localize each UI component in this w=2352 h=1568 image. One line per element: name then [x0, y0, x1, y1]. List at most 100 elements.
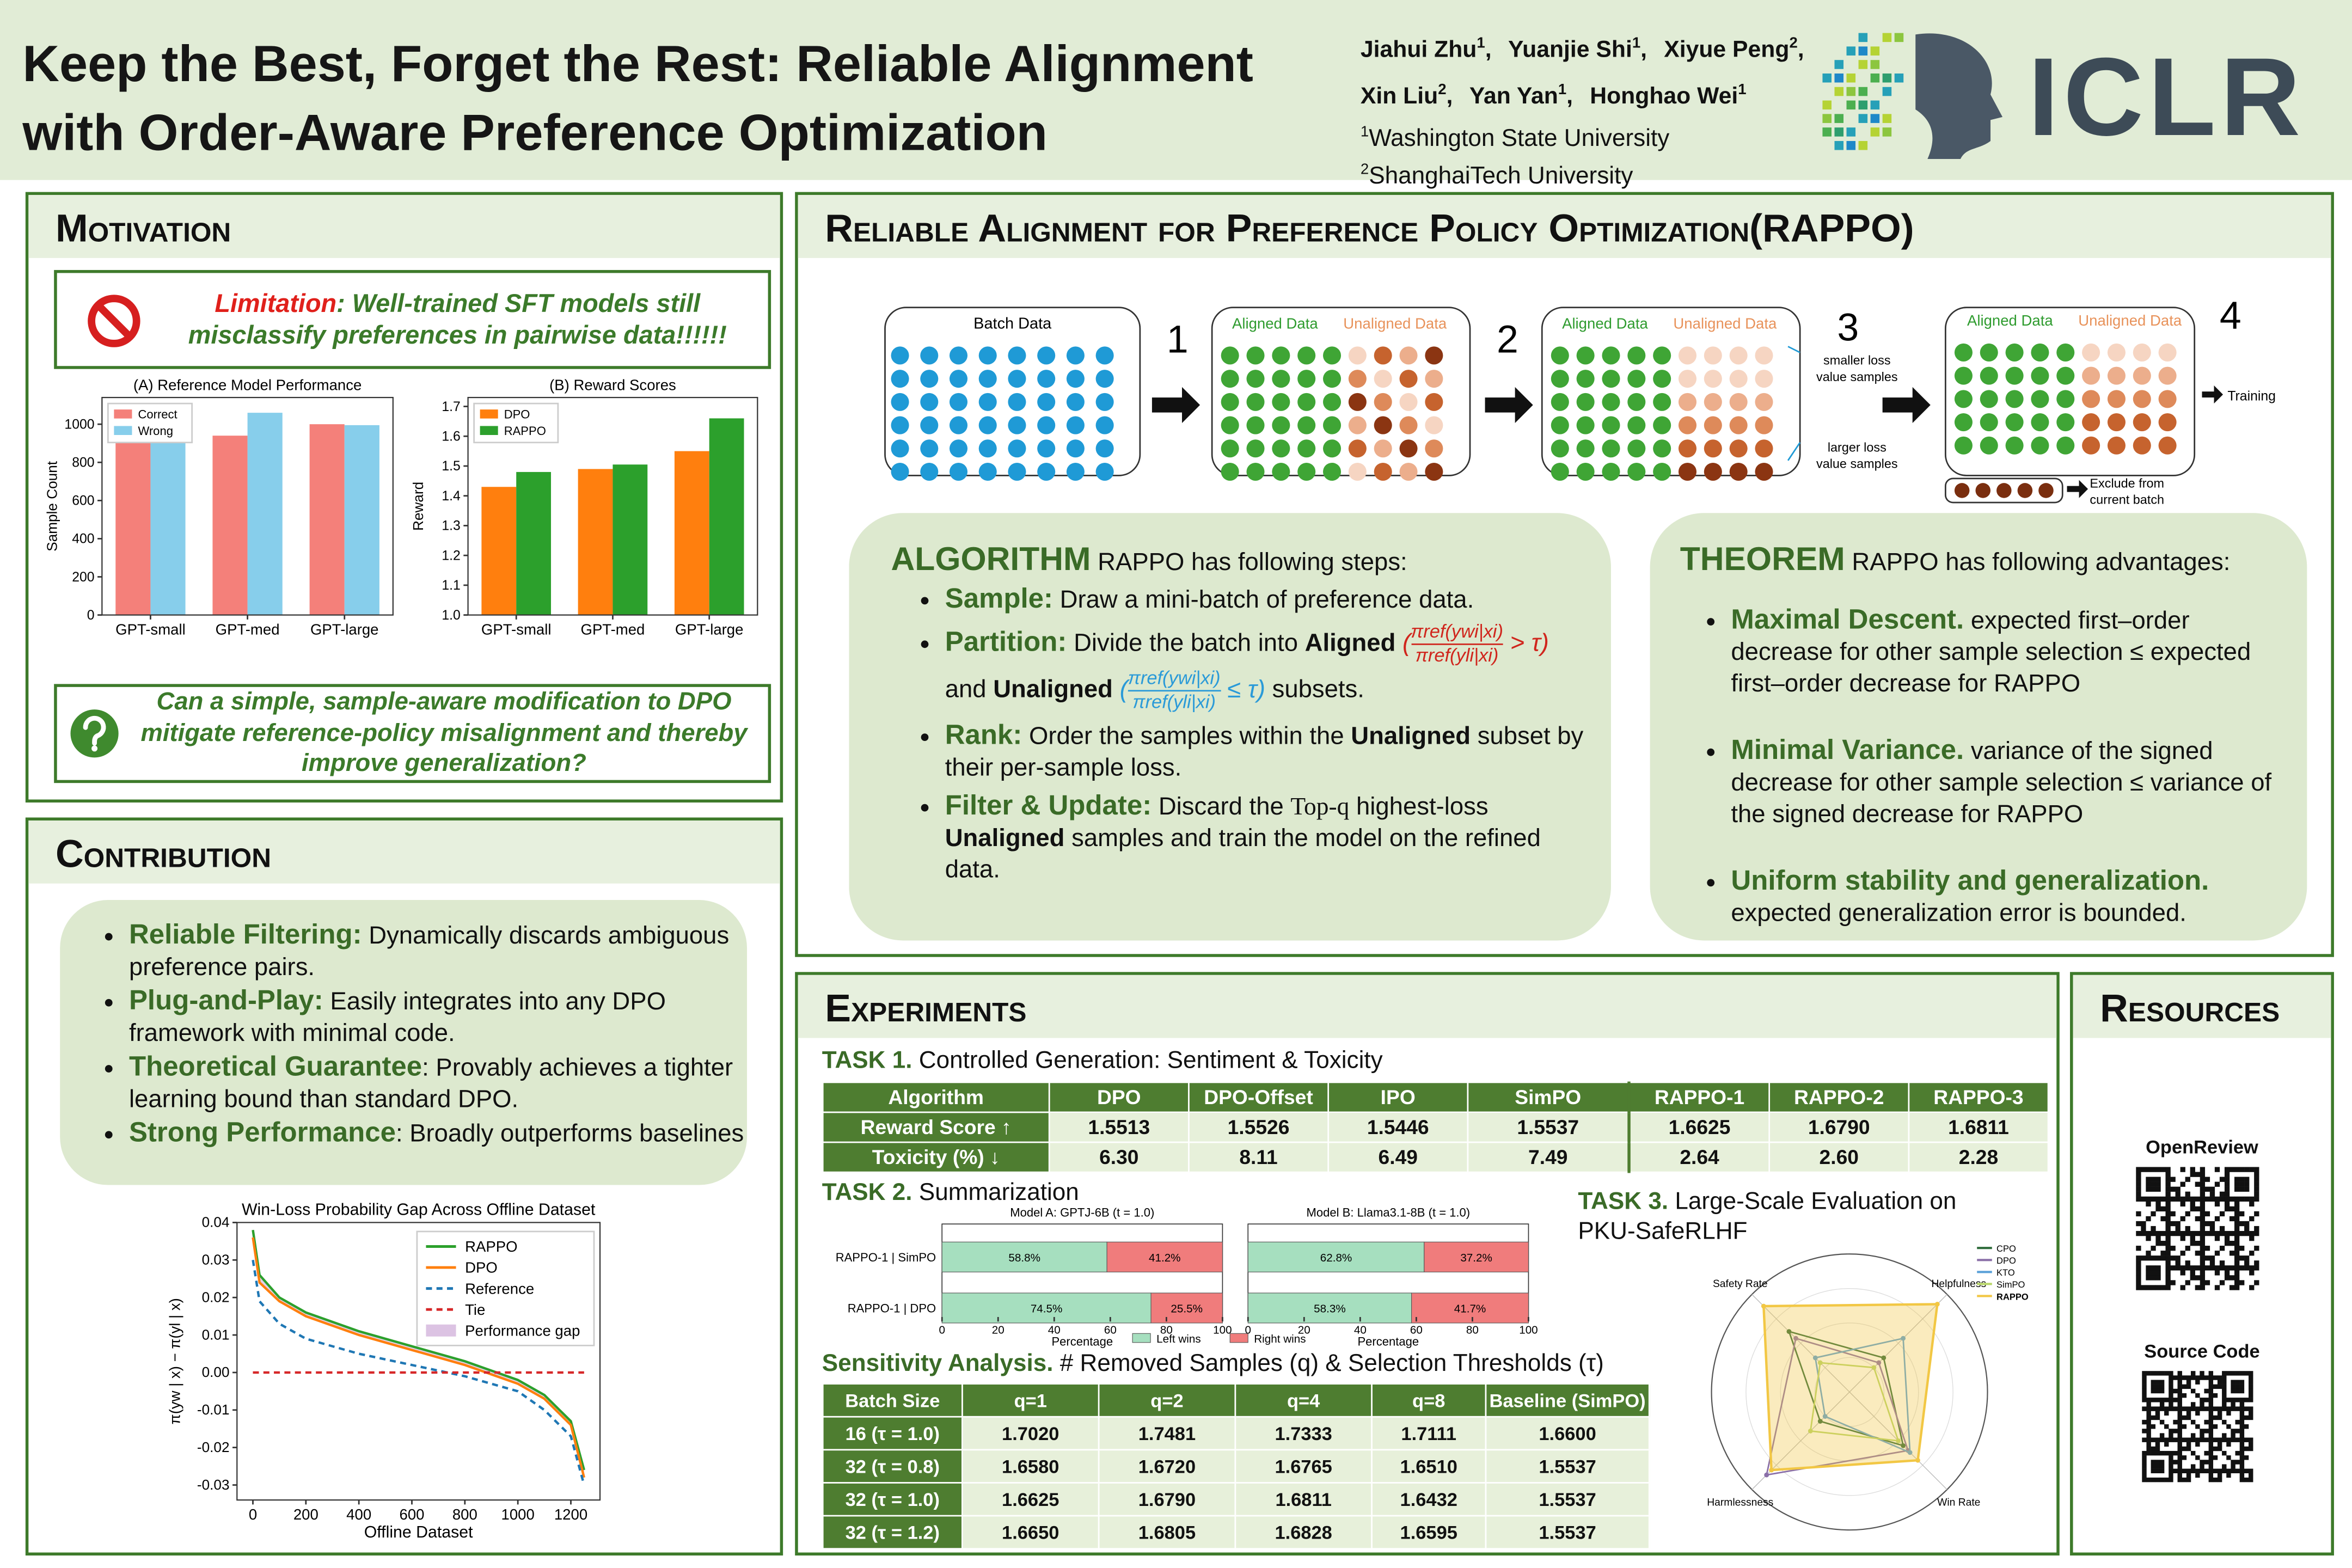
qr-module: [2222, 1371, 2227, 1376]
qr-module: [2190, 1201, 2195, 1207]
qr-module: [2146, 1255, 2151, 1261]
qr-module: [2136, 1270, 2141, 1276]
qr-module: [2141, 1221, 2146, 1227]
qr-module: [2182, 1468, 2187, 1474]
qr-module: [2231, 1402, 2235, 1407]
qr-module: [2231, 1388, 2235, 1394]
sample-dot: [1704, 393, 1722, 411]
table-row: Reward Score ↑ 1.5513 1.5526 1.5446 1.5537 1.…: [822, 1111, 2049, 1143]
no-entry-icon: [88, 295, 140, 347]
qr-module: [2208, 1384, 2214, 1389]
sample-dot: [978, 393, 997, 411]
sample-dot: [1729, 370, 1748, 388]
qr-module: [2204, 1450, 2209, 1456]
logo-pixel: [1846, 127, 1856, 137]
radar-point: [1786, 1329, 1792, 1334]
qr-module: [2204, 1388, 2209, 1394]
qr-module: [2204, 1221, 2210, 1227]
qr-module: [2155, 1265, 2161, 1271]
qr-module: [2169, 1429, 2173, 1434]
qr-module: [2195, 1473, 2200, 1478]
fraction: πref(ywi|xi) πref(yli|xi): [1411, 621, 1503, 667]
radar-point: [1915, 1457, 1920, 1463]
table-cell: 1.5537: [1485, 1482, 1650, 1517]
radar-axis: [1849, 1294, 1947, 1393]
qr-module: [2190, 1270, 2195, 1276]
qr-module: [2146, 1424, 2151, 1429]
qr-module: [2234, 1285, 2240, 1290]
qr-module: [2155, 1380, 2160, 1385]
sample-dot: [1037, 393, 1056, 411]
table-cell: 8.11: [1188, 1141, 1330, 1173]
author-affiliation: 1: [1477, 36, 1485, 53]
qr-module: [2204, 1265, 2210, 1271]
qr-module: [2160, 1167, 2166, 1172]
logo-pixel: [1846, 46, 1856, 56]
qr-module: [2226, 1398, 2231, 1402]
qr-module: [2222, 1402, 2227, 1407]
logo-pixel: [1858, 100, 1868, 110]
heading-word: ALGORITHM: [891, 540, 1091, 578]
qr-module: [2160, 1285, 2166, 1290]
sample-dot: [1627, 393, 1646, 411]
sample-dot: [1425, 439, 1443, 458]
qr-module: [2177, 1388, 2182, 1394]
sample-dot: [1272, 416, 1290, 434]
sample-dot: [1399, 370, 1418, 388]
y-tick-label: 0: [87, 608, 95, 623]
qr-module: [2234, 1177, 2240, 1182]
qr-module: [2190, 1371, 2196, 1376]
affiliations: 1Washington State University 2ShanghaiTec…: [1361, 117, 1669, 193]
category-label: RAPPO-1 | SimPO: [836, 1251, 936, 1264]
sample-dot: [1221, 439, 1239, 458]
qr-module: [2146, 1265, 2151, 1271]
qr-module: [2169, 1371, 2173, 1376]
qr-module: [2195, 1442, 2200, 1447]
removed-dot: [1996, 483, 2012, 498]
qr-module: [2142, 1419, 2147, 1425]
qr-module: [2239, 1280, 2245, 1285]
qr-module: [2155, 1186, 2161, 1192]
qr-module: [2177, 1419, 2182, 1425]
qr-module: [2155, 1275, 2161, 1281]
header-cell: q=1: [961, 1383, 1100, 1418]
qr-module: [2186, 1446, 2191, 1451]
qr-module: [2217, 1477, 2222, 1483]
logo-pixel: [1870, 114, 1880, 123]
value-label: 58.8%: [1008, 1252, 1040, 1264]
sample-dot: [1627, 346, 1646, 365]
table-cell: 1.6432: [1371, 1482, 1487, 1517]
qr-module: [2234, 1167, 2240, 1172]
qr-module: [2239, 1450, 2245, 1456]
algorithm-item: Partition: Divide the batch into Aligned…: [945, 621, 1584, 714]
sample-dot: [1348, 393, 1367, 411]
qr-module: [2234, 1246, 2240, 1251]
qr-module: [2200, 1177, 2206, 1182]
task-label: TASK 3.: [1578, 1189, 1669, 1215]
qr-module: [2146, 1442, 2151, 1447]
logo-pixel: [1882, 127, 1892, 137]
category-label: RAPPO-1 | DPO: [848, 1302, 936, 1315]
icon-dot: [91, 745, 98, 752]
qr-module: [2234, 1186, 2240, 1192]
logo-pixel: [1858, 114, 1868, 123]
qr-module: [2170, 1280, 2176, 1285]
qr-module: [2146, 1450, 2151, 1456]
qr-module: [2146, 1415, 2151, 1420]
qr-module: [2180, 1265, 2185, 1271]
qr-module: [2234, 1260, 2240, 1266]
qr-module: [2173, 1406, 2178, 1411]
radar-point: [1901, 1443, 1906, 1448]
qr-module: [2244, 1226, 2250, 1232]
x-tick-label: 0: [249, 1506, 257, 1523]
qr-module: [2155, 1460, 2160, 1465]
sample-dot: [1322, 370, 1342, 388]
qr-module: [2142, 1398, 2147, 1402]
item-text: Easily integrates into any DPO framework…: [128, 988, 666, 1048]
qr-module: [2239, 1398, 2245, 1402]
qr-module: [2155, 1371, 2160, 1376]
qr-module: [2142, 1393, 2147, 1398]
qr-module: [2229, 1241, 2235, 1246]
item-text: Order the samples within the: [1028, 722, 1344, 750]
